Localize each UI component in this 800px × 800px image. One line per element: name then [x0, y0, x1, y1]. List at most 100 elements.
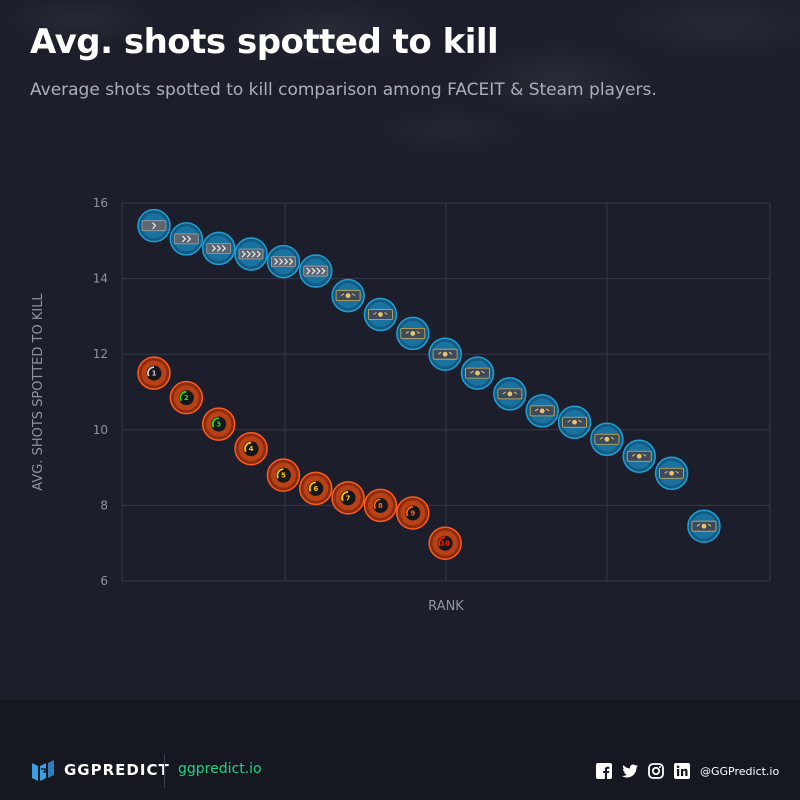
steam-rank-badge	[206, 242, 232, 254]
steam-point	[331, 278, 365, 313]
site-link[interactable]: ggpredict.io	[178, 761, 262, 777]
footer: GGPREDICT ggpredict.io @GGPredict.io	[0, 742, 800, 800]
rank-emblem	[345, 293, 351, 299]
faceit-point: 6	[299, 471, 333, 506]
faceit-point: 10	[428, 526, 462, 560]
steam-point	[234, 237, 268, 271]
facebook-icon[interactable]	[596, 763, 612, 779]
faceit-level-arc	[276, 468, 284, 479]
faceit-level-arc	[308, 481, 316, 492]
rank-chevron	[152, 222, 157, 230]
steam-point	[396, 316, 430, 351]
faceit-point: 9	[396, 496, 430, 530]
steam-rank-badge	[173, 233, 199, 245]
instagram-icon[interactable]	[648, 763, 664, 779]
faceit-point: 3	[201, 407, 236, 441]
faceit-level-arc	[211, 417, 219, 428]
page-subtitle: Average shots spotted to kill comparison…	[30, 80, 657, 100]
y-tick-label: 10	[93, 423, 108, 437]
rank-chevron	[181, 235, 187, 243]
rank-emblem	[636, 453, 642, 459]
social-handle[interactable]: @GGPredict.io	[700, 764, 780, 778]
faceit-level-arc	[373, 498, 381, 509]
faceit-level-arc	[179, 390, 187, 402]
faceit-level-label: 9	[410, 509, 415, 517]
steam-series	[137, 208, 721, 543]
y-tick-label: 14	[93, 272, 108, 286]
rank-wings	[340, 293, 356, 297]
faceit-level-label: 8	[378, 502, 383, 510]
faceit-series: 1 2 3 4 5 6 7 8 9 10	[137, 356, 462, 560]
steam-point	[622, 439, 656, 474]
social-links: @GGPredict.io	[596, 762, 779, 780]
faceit-point: 2	[169, 380, 204, 415]
rank-chevron	[273, 258, 279, 266]
rank-wings	[437, 351, 453, 355]
footer-band	[0, 700, 800, 800]
rank-chevron	[311, 267, 316, 275]
rank-chevron	[241, 250, 246, 258]
rank-chevron	[216, 244, 222, 252]
y-tick-label: 8	[100, 498, 108, 512]
y-tick-label: 6	[100, 574, 108, 588]
rank-emblem	[378, 312, 383, 317]
faceit-point: 1	[137, 356, 171, 390]
rank-emblem	[572, 419, 577, 425]
brand-name: GGPREDICT	[64, 761, 170, 779]
rank-wings	[534, 408, 550, 412]
rank-chevron	[251, 250, 256, 258]
page-title: Avg. shots spotted to kill	[30, 22, 499, 62]
steam-point	[201, 231, 236, 266]
rank-emblem	[442, 351, 448, 357]
steam-point	[493, 377, 527, 411]
steam-point	[299, 254, 333, 288]
linkedin-icon[interactable]	[674, 763, 690, 779]
faceit-level-arc	[438, 536, 446, 547]
faceit-point: 7	[331, 481, 365, 515]
faceit-point: 8	[363, 488, 398, 523]
rank-emblem	[410, 331, 416, 336]
rank-chevron	[321, 267, 326, 275]
steam-point	[525, 394, 559, 428]
rank-wings	[599, 436, 615, 440]
rank-wings	[405, 330, 421, 334]
rank-chevron	[288, 258, 294, 266]
ggpredict-logo-icon	[32, 760, 54, 781]
y-tick-label: 16	[93, 196, 108, 210]
rank-chevron	[246, 250, 251, 258]
rank-chevron	[221, 244, 227, 252]
faceit-level-label: 7	[346, 494, 351, 502]
steam-rank-badge	[141, 220, 167, 232]
rank-wings	[631, 453, 647, 457]
twitter-icon[interactable]	[622, 763, 638, 779]
faceit-level-label: 4	[249, 445, 254, 453]
rank-chevron	[283, 258, 289, 266]
faceit-level-label: 2	[184, 394, 189, 402]
faceit-level-label: 1	[152, 370, 157, 378]
rank-emblem	[507, 391, 513, 397]
steam-point	[428, 337, 462, 371]
rank-wings	[373, 312, 388, 315]
steam-point	[137, 208, 171, 243]
rank-chevron	[316, 267, 321, 275]
faceit-level-label: 3	[216, 421, 221, 429]
rank-emblem	[669, 470, 674, 476]
rank-chevron	[306, 267, 311, 275]
faceit-level-arc	[244, 441, 252, 453]
rank-emblem	[604, 436, 610, 442]
rank-emblem	[539, 408, 545, 414]
faceit-level-label: 10	[440, 540, 450, 548]
steam-point	[654, 456, 689, 491]
y-tick-label: 12	[93, 347, 108, 361]
steam-point	[687, 509, 721, 543]
faceit-point: 5	[266, 458, 301, 492]
rank-wings	[664, 470, 679, 474]
steam-point	[590, 422, 624, 456]
rank-chevron	[186, 235, 192, 243]
steam-point	[557, 405, 592, 439]
rank-wings	[567, 419, 582, 423]
y-axis-label: AVG. SHOTS SPOTTED TO KILL	[31, 293, 46, 491]
rank-emblem	[475, 370, 480, 376]
